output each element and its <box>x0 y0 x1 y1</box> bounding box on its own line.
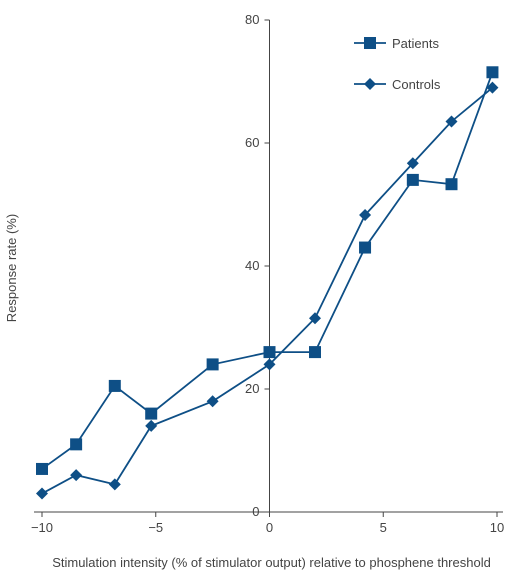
y-tick-label: 20 <box>245 381 259 396</box>
y-tick-label: 0 <box>252 504 259 519</box>
series-patients <box>36 66 499 475</box>
data-point-patients <box>206 358 219 371</box>
x-tick-label: 0 <box>266 520 273 535</box>
x-tick-label: −5 <box>148 520 163 535</box>
ticks: −10 −5 0 5 10 0 20 40 60 80 <box>31 12 504 535</box>
data-point-controls <box>486 81 499 94</box>
data-point-controls <box>36 487 48 500</box>
y-tick-label: 40 <box>245 258 259 273</box>
x-axis-title: Stimulation intensity (% of stimulator o… <box>52 555 491 570</box>
legend-item-controls: Controls <box>354 77 441 92</box>
x-tick-label: 5 <box>380 520 387 535</box>
data-point-controls <box>70 469 83 482</box>
series <box>36 66 499 500</box>
data-point-controls <box>359 208 372 221</box>
legend-label: Controls <box>392 77 441 92</box>
data-point-patients <box>108 379 121 392</box>
data-point-patients <box>36 462 48 475</box>
y-tick-label: 80 <box>245 12 259 27</box>
data-point-controls <box>309 312 321 325</box>
legend: Patients Controls <box>354 36 441 92</box>
data-point-controls <box>145 419 158 432</box>
y-tick-label: 60 <box>245 135 259 150</box>
series-line-controls <box>41 86 494 495</box>
series-controls <box>36 81 499 500</box>
data-point-controls <box>206 395 219 408</box>
data-point-controls <box>263 358 276 371</box>
data-point-controls <box>445 115 458 128</box>
legend-marker <box>364 37 376 49</box>
series-line-patients <box>41 71 494 470</box>
data-point-controls <box>406 157 419 170</box>
data-point-patients <box>406 173 419 186</box>
data-point-patients <box>309 346 321 359</box>
x-tick-label: −10 <box>31 520 53 535</box>
data-point-patients <box>70 438 83 451</box>
data-point-patients <box>263 346 276 359</box>
data-point-patients <box>359 241 372 254</box>
y-axis-title: Response rate (%) <box>4 214 19 322</box>
legend-marker <box>364 78 376 90</box>
x-tick-label: 10 <box>490 520 504 535</box>
data-point-patients <box>445 178 458 191</box>
data-point-patients <box>486 66 499 79</box>
data-point-patients <box>145 407 158 420</box>
data-point-controls <box>108 478 121 491</box>
legend-item-patients: Patients <box>354 36 439 51</box>
legend-label: Patients <box>392 36 439 51</box>
